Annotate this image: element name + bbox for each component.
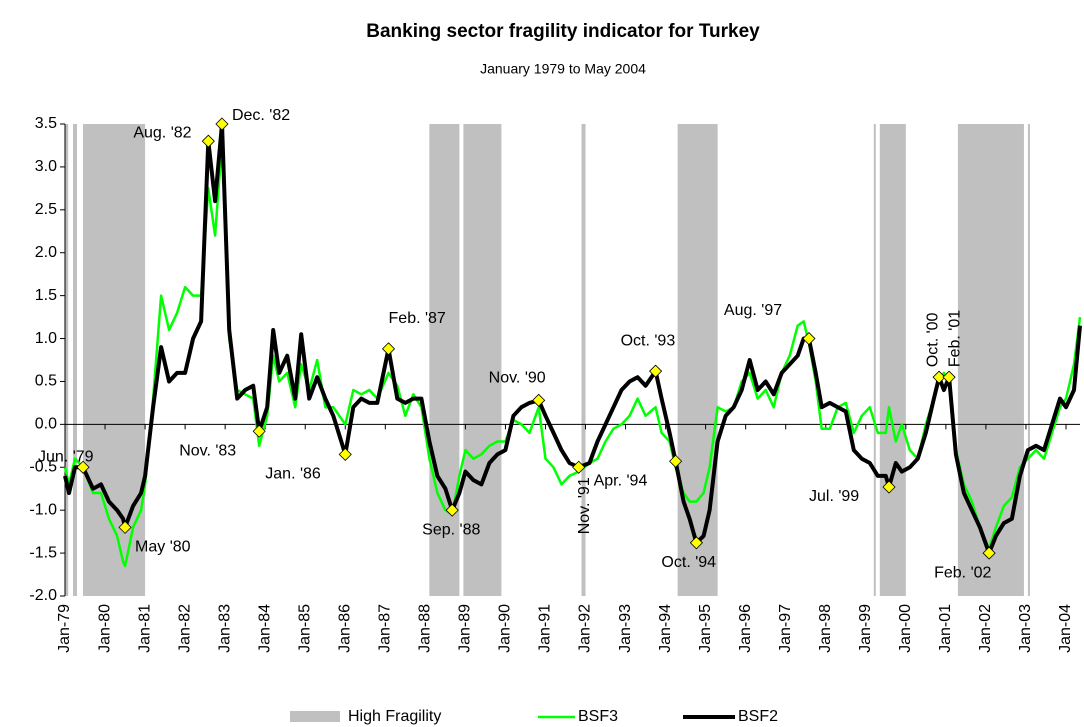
annotation-marker [76,460,90,474]
x-tick-label: Jan-86 [336,604,353,653]
y-tick-label: 0.5 [35,373,57,390]
high-fragility-band [429,124,460,596]
annotation-marker [445,503,459,517]
x-tick-label: Jan-83 [216,604,233,653]
y-tick-label: -2.0 [29,587,57,604]
high-fragility-band [879,124,906,596]
chart-title: Banking sector fragility indicator for T… [366,21,760,42]
annotation-marker [338,447,352,461]
x-tick-label: Jan-85 [296,604,313,653]
annotation-marker [532,393,546,407]
high-fragility-band [83,124,146,596]
annotation-label: Nov. '91 [576,477,593,534]
y-tick-label: -1.5 [29,544,57,561]
legend-label: BSF2 [738,708,778,725]
annotation-label: Oct. '93 [621,332,676,349]
annotation-label: Dec. '82 [232,107,290,124]
x-tick-label: Jan-93 [617,604,634,653]
chart-subtitle: January 1979 to May 2004 [480,61,646,77]
annotation-marker [118,520,132,534]
x-tick-label: Jan-80 [96,604,113,653]
annotation-label: Oct. '94 [661,554,716,571]
annotation-marker [252,424,266,438]
y-tick-label: 1.5 [35,287,57,304]
x-tick-label: Jan-00 [897,604,914,653]
x-tick-label: Jan-81 [136,604,153,653]
annotation-label: Oct. '00 [924,312,941,367]
high-fragility-band [677,124,718,596]
y-tick-label: 2.5 [35,201,57,218]
high-fragility-band [1027,124,1030,596]
x-tick-label: Jan-79 [56,604,73,653]
annotation-marker [669,454,683,468]
x-tick-label: Jan-04 [1057,604,1074,653]
x-tick-label: Jan-01 [937,604,954,653]
annotation-marker [572,460,586,474]
annotation-label: Apr. '94 [594,472,648,489]
annotation-marker [689,536,703,550]
high-fragility-band [581,124,586,596]
annotation-marker [882,480,896,494]
legend-swatch [290,711,340,722]
x-tick-label: Jan-90 [497,604,514,653]
high-fragility-band [957,124,1024,596]
x-tick-label: Jan-98 [817,604,834,653]
annotation-marker [215,117,229,131]
annotation-label: Feb. '01 [946,310,963,367]
y-tick-label: 1.0 [35,330,57,347]
annotation-marker [201,134,215,148]
annotation-marker [932,370,946,384]
annotation-label: Nov. '90 [489,370,546,387]
x-tick-label: Jan-88 [417,604,434,653]
y-tick-label: 3.0 [35,158,57,175]
annotation-marker [982,546,996,560]
x-tick-label: Jan-02 [977,604,994,653]
x-tick-label: Jan-82 [176,604,193,653]
annotation-label: Aug. '82 [133,124,191,141]
annotation-label: Jun. '79 [38,448,94,465]
annotation-label: Jul. '99 [809,488,859,505]
x-tick-label: Jan-89 [457,604,474,653]
annotation-label: May '80 [135,539,191,556]
high-fragility-band [463,124,502,596]
annotation-label: Sep. '88 [422,521,480,538]
x-tick-label: Jan-91 [537,604,554,653]
annotation-label: Feb. '87 [389,310,446,327]
x-tick-label: Jan-96 [737,604,754,653]
high-fragility-band [73,124,78,596]
high-fragility-band [873,124,876,596]
annotation-marker [649,364,663,378]
y-tick-label: 0.0 [35,416,57,433]
annotation-marker [942,370,956,384]
x-tick-label: Jan-94 [657,604,674,653]
annotation-label: Feb. '02 [934,564,991,581]
annotation-label: Jan. '86 [265,466,321,483]
y-tick-label: 3.5 [35,115,57,132]
x-tick-label: Jan-97 [777,604,794,653]
annotation-marker [802,331,816,346]
annotation-marker [381,342,396,356]
y-tick-label: -1.0 [29,501,57,518]
x-tick-label: Jan-99 [857,604,874,653]
x-tick-label: Jan-92 [577,604,594,653]
x-tick-label: Jan-03 [1017,604,1034,653]
y-tick-label: 2.0 [35,244,57,261]
annotation-label: Aug. '97 [724,302,782,319]
x-tick-label: Jan-95 [697,604,714,653]
y-tick-label: -0.5 [29,458,57,475]
legend-label: BSF3 [578,708,618,725]
annotation-label: Nov. '83 [179,442,236,459]
x-tick-label: Jan-84 [256,604,273,653]
x-tick-label: Jan-87 [377,604,394,653]
high-fragility-band [65,124,69,596]
legend-label: High Fragility [348,708,441,725]
